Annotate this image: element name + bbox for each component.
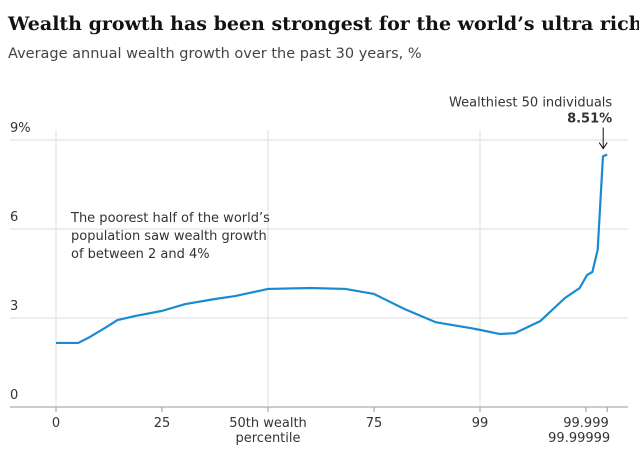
x-tick-label: 99 [472,416,489,431]
annotation: The poorest half of the world’s [70,211,270,226]
arrow-head [598,142,608,150]
y-tick-label: 6 [10,210,18,225]
x-tick-label: 99.99999 [548,431,610,446]
highlight-label: Wealthiest 50 individuals [449,96,612,111]
annotation: of between 2 and 4% [71,247,210,262]
x-tick-label: 75 [366,416,383,431]
chart-title: Wealth growth has been strongest for the… [7,13,639,35]
x-tick-label: 50th wealth percentile [229,416,307,446]
x-tick-label-line: 50th wealth [229,416,307,431]
x-tick-label: 25 [154,416,171,431]
y-tick-label: 3 [10,299,18,314]
line-series [56,153,608,345]
x-tick-label: 99.999 [563,416,609,431]
x-tick-label-line: percentile [235,431,300,446]
value-label: 8.51% [567,112,612,127]
y-tick-label: 0 [10,388,18,403]
annotation: population saw wealth growth [71,229,267,244]
x-tick-label: 0 [52,416,60,431]
y-tick-label: 9% [10,121,31,136]
chart-subtitle: Average annual wealth growth over the pa… [8,46,422,62]
